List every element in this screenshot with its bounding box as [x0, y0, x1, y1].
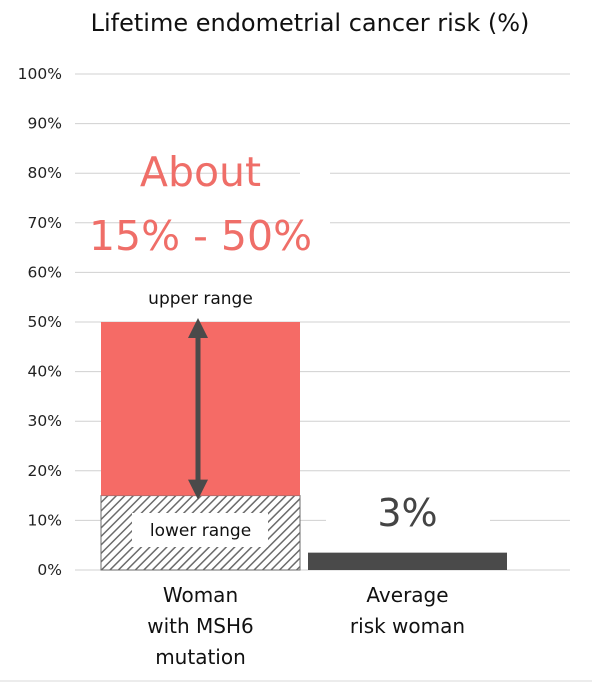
y-tick-label: 90%	[28, 115, 62, 133]
y-tick-label: 50%	[28, 313, 62, 331]
y-tick-label: 20%	[28, 462, 62, 480]
category-label: Woman	[163, 583, 238, 607]
value-label-backdrop	[326, 488, 490, 534]
chart-title: Lifetime endometrial cancer risk (%)	[91, 9, 530, 37]
y-tick-label: 60%	[28, 263, 62, 281]
category-label: risk woman	[350, 614, 465, 638]
y-axis-ticks: 0% 10% 20% 30% 40% 50% 60% 70% 80% 90% 100%	[18, 65, 62, 579]
y-tick-label: 0%	[37, 561, 62, 579]
y-tick-label: 40%	[28, 363, 62, 381]
average-bar	[308, 552, 507, 570]
upper-range-label: upper range	[148, 289, 253, 309]
lower-range-label: lower range	[150, 521, 251, 541]
y-tick-label: 10%	[28, 511, 62, 529]
category-labels: Woman with MSH6 mutation Average risk woman	[147, 583, 465, 669]
annotation-backdrop	[300, 150, 330, 260]
category-label: with MSH6	[147, 614, 254, 638]
range-annotation-line1: About	[140, 148, 261, 196]
category-label: mutation	[155, 645, 246, 669]
range-annotation-line2: 15% - 50%	[89, 212, 312, 260]
y-tick-label: 100%	[18, 65, 62, 83]
lower-range-label-box	[132, 513, 268, 547]
annotations: lower range upper range About 15% - 50% 3%	[89, 148, 490, 547]
y-tick-label: 70%	[28, 214, 62, 232]
category-label: Average	[366, 583, 448, 607]
y-tick-label: 80%	[28, 164, 62, 182]
average-value-label: 3%	[377, 491, 437, 535]
y-tick-label: 30%	[28, 412, 62, 430]
